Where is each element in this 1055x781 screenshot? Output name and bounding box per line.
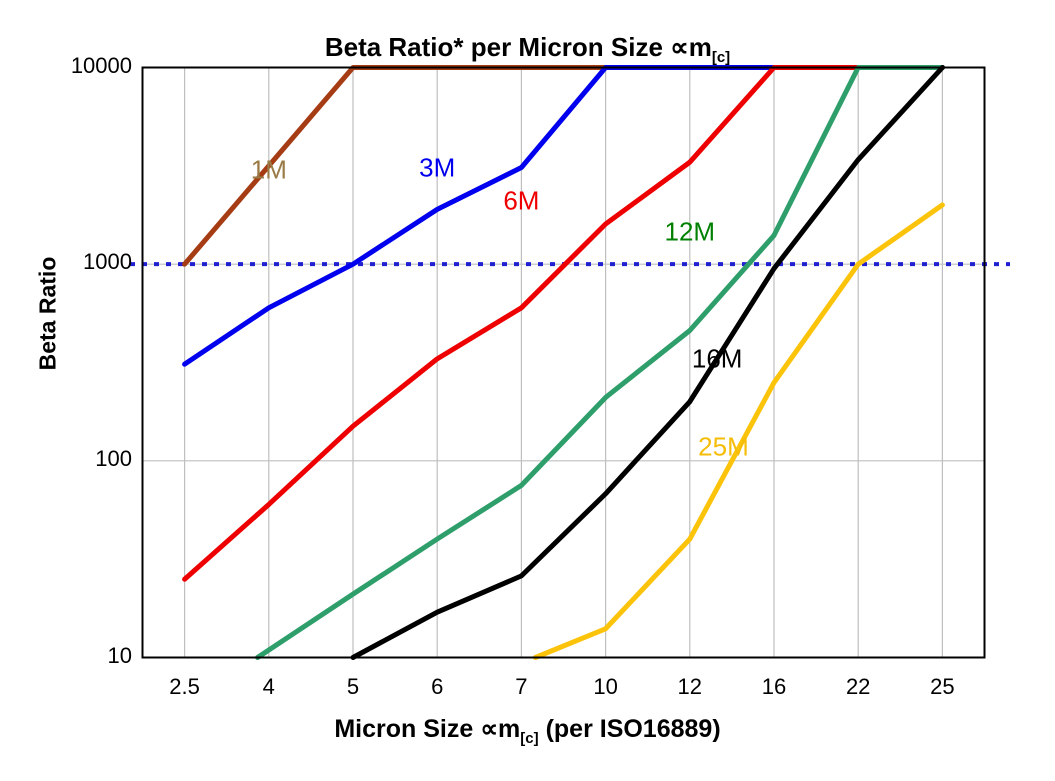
y-tick-label: 100 [95,445,132,471]
x-tick-label: 7 [515,674,528,699]
x-tick-label: 22 [845,674,871,699]
y-tick-label: 1000 [83,249,132,275]
x-tick-label: 16 [761,674,787,699]
series-label-16m: 16M [691,343,743,374]
series-label-1m: 1M [250,154,287,185]
series-label-12m: 12M [664,216,716,247]
series-line-12m [255,65,945,660]
series-line-25m [532,202,945,660]
x-axis-title: Micron Size ∝m[c] (per ISO16889) [0,714,1055,747]
plot-frame [141,66,986,659]
y-tick-label: 10 [107,642,132,668]
x-tick-label: 10 [593,674,618,699]
series-label-3m: 3M [419,152,456,183]
series-line-6m [182,65,945,582]
x-axis-title-subscript: [c] [520,730,539,747]
x-tick-label: 25 [930,674,955,699]
chart-title-subscript: [c] [711,49,731,67]
x-axis-title-tail: (per ISO16889) [538,715,721,743]
series-line-1m [182,65,945,267]
series-label-25m: 25M [698,431,749,462]
x-axis-title-text: Micron Size ∝m [334,715,521,743]
y-tick-label: 10000 [70,52,132,78]
series-line-16m [350,65,945,660]
series-line-3m [182,65,945,367]
chart-title: Beta Ratio* per Micron Size ∝m[c] [0,32,1055,66]
y-axis-ticks: 10000 1000 100 10 [20,0,132,781]
x-tick-label: 2.5 [169,674,200,699]
x-tick-label: 4 [262,674,275,699]
chart-title-text: Beta Ratio* per Micron Size ∝m [324,32,712,62]
x-tick-label: 12 [677,674,703,699]
series-label-6m: 6M [503,185,540,216]
x-tick-label: 5 [346,674,360,699]
x-tick-label: 6 [431,674,444,699]
series-lines [182,65,945,660]
